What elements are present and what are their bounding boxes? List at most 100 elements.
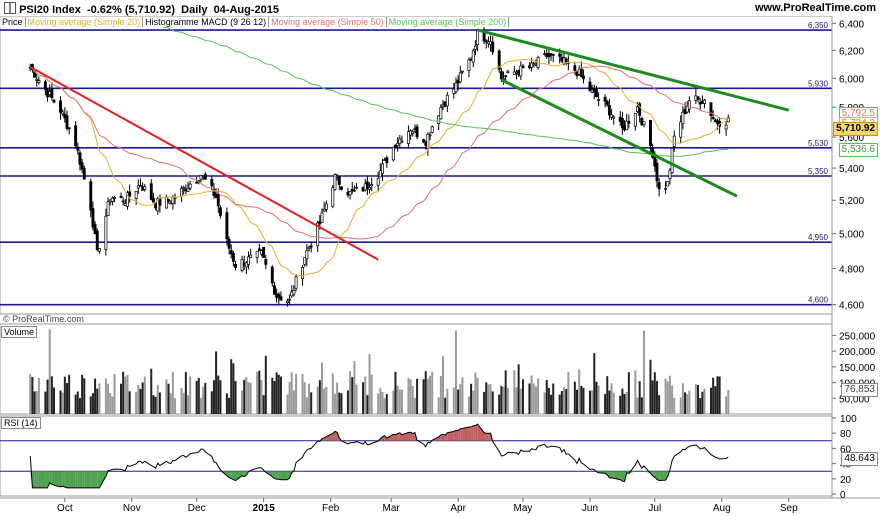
rsi-oversold-fill xyxy=(69,471,76,488)
volume-bar xyxy=(215,351,218,414)
candle-body xyxy=(696,96,700,100)
volume-bar xyxy=(120,383,123,414)
volume-bar xyxy=(688,390,691,414)
candle-body xyxy=(277,293,281,299)
candle-body xyxy=(273,285,276,295)
volume-bar xyxy=(65,383,68,414)
volume-bar xyxy=(392,390,395,414)
volume-bar xyxy=(411,385,414,414)
volume-bar xyxy=(383,398,386,414)
rsi-overbought-fill xyxy=(486,433,489,441)
candle-body xyxy=(37,80,41,83)
volume-bar xyxy=(370,374,373,414)
volume-bar xyxy=(273,381,276,414)
x-tick-label: Dec xyxy=(188,503,206,514)
volume-bar xyxy=(515,387,518,414)
candle-body xyxy=(415,126,419,138)
candle-body xyxy=(301,267,304,279)
volume-bar xyxy=(31,376,34,414)
volume-tick-label: 200,000 xyxy=(839,347,876,358)
volume-panel-label[interactable]: Volume xyxy=(1,326,38,338)
rsi-overbought-fill xyxy=(488,433,491,441)
candle-body xyxy=(666,181,670,187)
candle-body xyxy=(370,184,374,187)
volume-bar xyxy=(262,395,265,414)
volume-bar xyxy=(591,390,594,414)
volume-bar xyxy=(212,380,215,414)
candle-body xyxy=(657,182,661,190)
legend-sma200[interactable]: Moving average (Simple 200) xyxy=(386,17,510,27)
candle-body xyxy=(597,99,601,101)
volume-bar xyxy=(653,372,656,414)
volume-bar xyxy=(107,383,110,414)
rsi-overbought-fill xyxy=(484,432,487,441)
volume-bar xyxy=(487,384,490,414)
volume-bar xyxy=(543,392,546,414)
legend-macd[interactable]: Histogramme MACD (9 26 12) xyxy=(143,17,270,27)
candle-body xyxy=(262,246,266,258)
candle-body xyxy=(158,198,162,206)
volume-bar xyxy=(219,380,222,414)
legend-price[interactable]: Price xyxy=(0,17,26,27)
candle-body xyxy=(212,188,216,196)
level-label: 4,600 xyxy=(808,296,829,305)
volume-bar xyxy=(550,394,553,414)
volume-bar xyxy=(513,370,516,414)
rsi-oversold-fill xyxy=(233,471,236,481)
legend-sma50[interactable]: Moving average (Simple 50) xyxy=(269,17,387,27)
volume-bar xyxy=(459,383,462,414)
rsi-overbought-fill xyxy=(326,433,333,441)
chart-candles-icon[interactable] xyxy=(4,2,16,14)
volume-bar xyxy=(156,384,159,414)
candle-body xyxy=(249,254,253,258)
volume-bar xyxy=(35,390,38,414)
volume-tick-label: 250,000 xyxy=(839,331,876,342)
candle-body xyxy=(231,253,235,262)
volume-bar xyxy=(89,396,92,414)
candle-body xyxy=(126,192,129,207)
volume-bar xyxy=(582,387,585,414)
volume-bar xyxy=(621,388,624,414)
candle-body xyxy=(294,276,298,289)
candle-body xyxy=(309,245,313,248)
volume-bar xyxy=(457,389,460,414)
candle-body xyxy=(95,230,99,250)
volume-bar xyxy=(247,382,250,414)
candle-body xyxy=(400,140,404,143)
volume-bar xyxy=(552,383,555,414)
volume-bar xyxy=(96,388,99,414)
volume-bar xyxy=(364,376,367,414)
candle-body xyxy=(149,183,153,200)
candle-body xyxy=(316,222,320,247)
rsi-overbought-fill xyxy=(438,434,441,441)
candle-body xyxy=(110,197,114,202)
legend-sma20[interactable]: Moving average (Simple 20) xyxy=(25,17,144,27)
volume-bar xyxy=(664,378,667,414)
rsi-oversold-fill xyxy=(66,471,70,488)
candle-body xyxy=(521,65,525,69)
volume-bar xyxy=(612,392,615,414)
price-tick-label: 6,400 xyxy=(839,19,864,30)
rsi-extreme-fills xyxy=(30,424,670,488)
candle-body xyxy=(305,250,309,260)
candle-body xyxy=(225,212,229,240)
volume-bar xyxy=(623,394,626,414)
rsi-overbought-fill xyxy=(332,431,335,441)
candle-body xyxy=(579,68,583,78)
volume-bar xyxy=(681,383,684,414)
volume-bar xyxy=(413,397,416,414)
volume-bar xyxy=(442,356,445,414)
volume-bar xyxy=(718,376,721,414)
candle-body xyxy=(59,100,62,113)
volume-bar xyxy=(377,393,380,414)
price-tick-label: 6,000 xyxy=(839,74,864,85)
candle-body xyxy=(78,152,82,165)
volume-bar xyxy=(625,391,628,414)
volume-bar xyxy=(59,390,62,414)
candle-body xyxy=(43,81,47,91)
rsi-panel-label[interactable]: RSI (14) xyxy=(1,417,41,429)
volume-bar xyxy=(46,379,49,414)
candle-body xyxy=(288,298,292,301)
rsi-oversold-fill xyxy=(229,471,232,479)
candle-body xyxy=(471,50,475,63)
